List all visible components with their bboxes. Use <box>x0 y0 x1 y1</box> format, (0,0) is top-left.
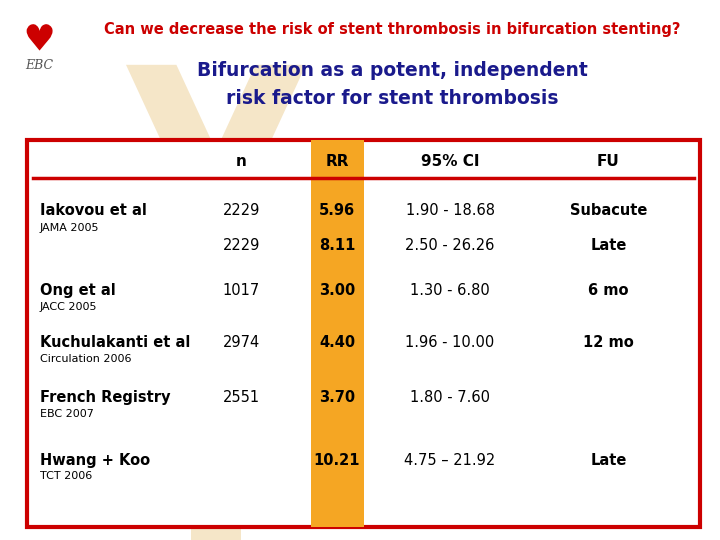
Text: Can we decrease the risk of stent thrombosis in bifurcation stenting?: Can we decrease the risk of stent thromb… <box>104 22 680 37</box>
Text: 1017: 1017 <box>222 283 260 298</box>
Text: n: n <box>235 154 247 170</box>
Text: Kuchulakanti et al: Kuchulakanti et al <box>40 335 190 350</box>
Text: 2229: 2229 <box>222 203 260 218</box>
Text: Bifurcation as a potent, independent: Bifurcation as a potent, independent <box>197 60 588 80</box>
Text: 6 mo: 6 mo <box>588 283 629 298</box>
Text: 95% CI: 95% CI <box>420 154 480 170</box>
Text: French Registry: French Registry <box>40 390 170 406</box>
Text: FU: FU <box>597 154 620 170</box>
Bar <box>311 140 364 526</box>
FancyBboxPatch shape <box>191 205 241 540</box>
Text: risk factor for stent thrombosis: risk factor for stent thrombosis <box>226 89 559 108</box>
Text: Subacute: Subacute <box>570 203 647 218</box>
Text: Late: Late <box>590 238 626 253</box>
Text: 1.96 - 10.00: 1.96 - 10.00 <box>405 335 495 350</box>
Text: JACC 2005: JACC 2005 <box>40 302 97 312</box>
Text: 2551: 2551 <box>222 390 260 406</box>
Text: 3.00: 3.00 <box>319 283 355 298</box>
Text: RR: RR <box>325 154 348 170</box>
Text: ♥: ♥ <box>22 22 57 59</box>
Text: Iakovou et al: Iakovou et al <box>40 203 146 218</box>
Text: 1.80 - 7.60: 1.80 - 7.60 <box>410 390 490 406</box>
Text: EBC 2007: EBC 2007 <box>40 409 94 419</box>
Text: 3.70: 3.70 <box>319 390 355 406</box>
Text: JAMA 2005: JAMA 2005 <box>40 223 99 233</box>
Text: 4.75 – 21.92: 4.75 – 21.92 <box>405 453 495 468</box>
Polygon shape <box>191 65 306 205</box>
Text: 1.30 - 6.80: 1.30 - 6.80 <box>410 283 490 298</box>
Text: Circulation 2006: Circulation 2006 <box>40 354 131 363</box>
Text: TCT 2006: TCT 2006 <box>40 471 92 481</box>
Bar <box>27 140 700 526</box>
Text: Hwang + Koo: Hwang + Koo <box>40 453 150 468</box>
Text: Late: Late <box>590 453 626 468</box>
Text: EBC: EBC <box>25 59 54 72</box>
Polygon shape <box>126 65 241 205</box>
Text: 2.50 - 26.26: 2.50 - 26.26 <box>405 238 495 253</box>
Text: 2974: 2974 <box>222 335 260 350</box>
Text: ♥: ♥ <box>24 24 55 57</box>
Text: 8.11: 8.11 <box>319 238 355 253</box>
Text: 12 mo: 12 mo <box>583 335 634 350</box>
Text: 5.96: 5.96 <box>319 203 355 218</box>
Text: Ong et al: Ong et al <box>40 283 115 298</box>
Text: 4.40: 4.40 <box>319 335 355 350</box>
Text: 10.21: 10.21 <box>314 453 360 468</box>
Text: 2229: 2229 <box>222 238 260 253</box>
Text: 1.90 - 18.68: 1.90 - 18.68 <box>405 203 495 218</box>
